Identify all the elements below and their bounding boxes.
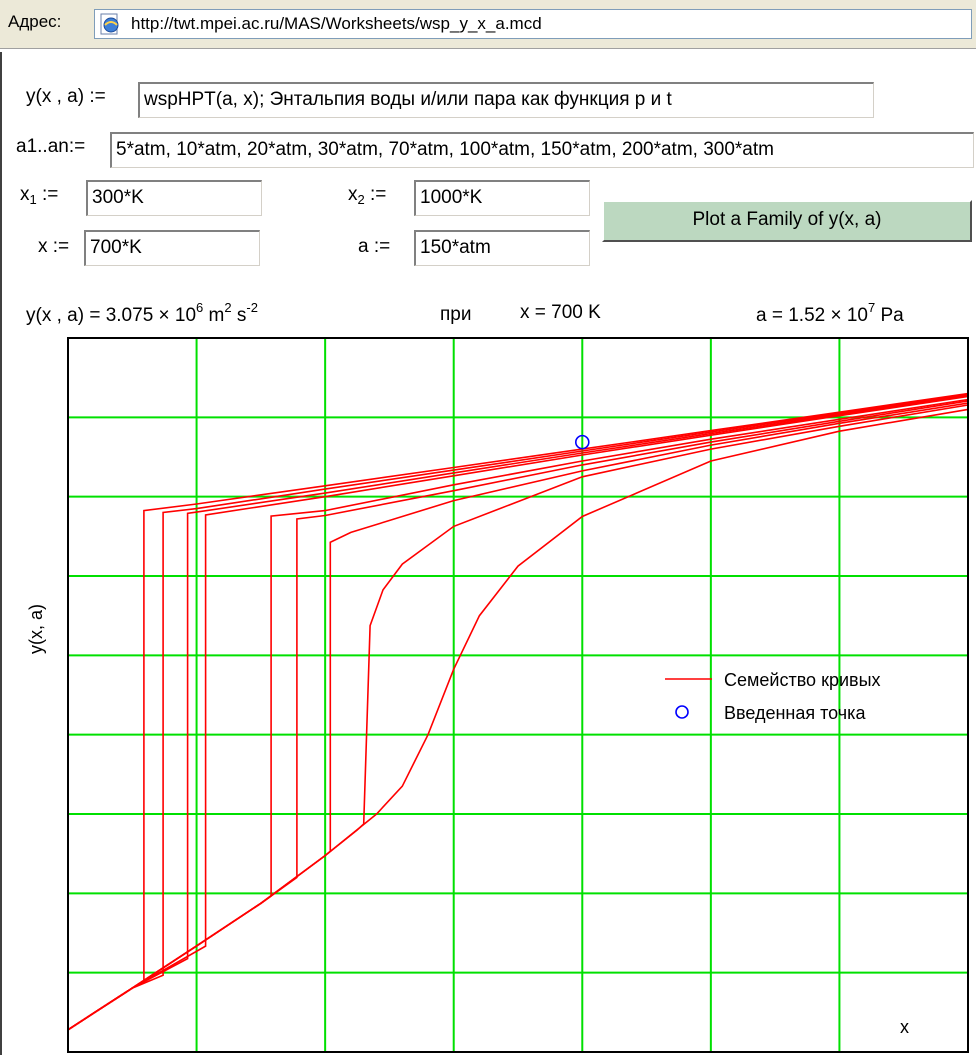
x2-label: x2 := [348, 184, 386, 207]
plot-family-button[interactable]: Plot a Family of y(x, a) [602, 200, 972, 242]
function-input[interactable]: wspHPT(a, x); Энтальпия воды и/или пара … [138, 82, 874, 118]
y-result: y(x , a) = 3.075 × 106 m2 s-2 [26, 300, 258, 327]
x1-label: x1 := [20, 184, 58, 207]
a-label: a := [358, 236, 390, 258]
address-input[interactable]: http://twt.mpei.ac.ru/MAS/Worksheets/wsp… [94, 9, 972, 39]
x-label: x := [38, 236, 69, 258]
ie-page-icon [99, 13, 121, 35]
address-bar: Адрес: http://twt.mpei.ac.ru/MAS/Workshe… [0, 0, 976, 49]
params-input[interactable]: 5*atm, 10*atm, 20*atm, 30*atm, 70*atm, 1… [110, 132, 974, 168]
a-result: a = 1.52 × 107 Pa [756, 300, 904, 327]
address-label: Адрес: [8, 12, 61, 32]
address-url: http://twt.mpei.ac.ru/MAS/Worksheets/wsp… [131, 14, 542, 34]
x1-input[interactable]: 300*K [86, 180, 262, 216]
params-label: a1..an:= [16, 136, 85, 158]
function-label: y(x , a) := [26, 86, 106, 108]
x-result: x = 700 K [520, 302, 601, 324]
pri-text: при [440, 304, 471, 326]
a-input[interactable]: 150*atm [414, 230, 590, 266]
x2-input[interactable]: 1000*K [414, 180, 590, 216]
x-input[interactable]: 700*K [84, 230, 260, 266]
